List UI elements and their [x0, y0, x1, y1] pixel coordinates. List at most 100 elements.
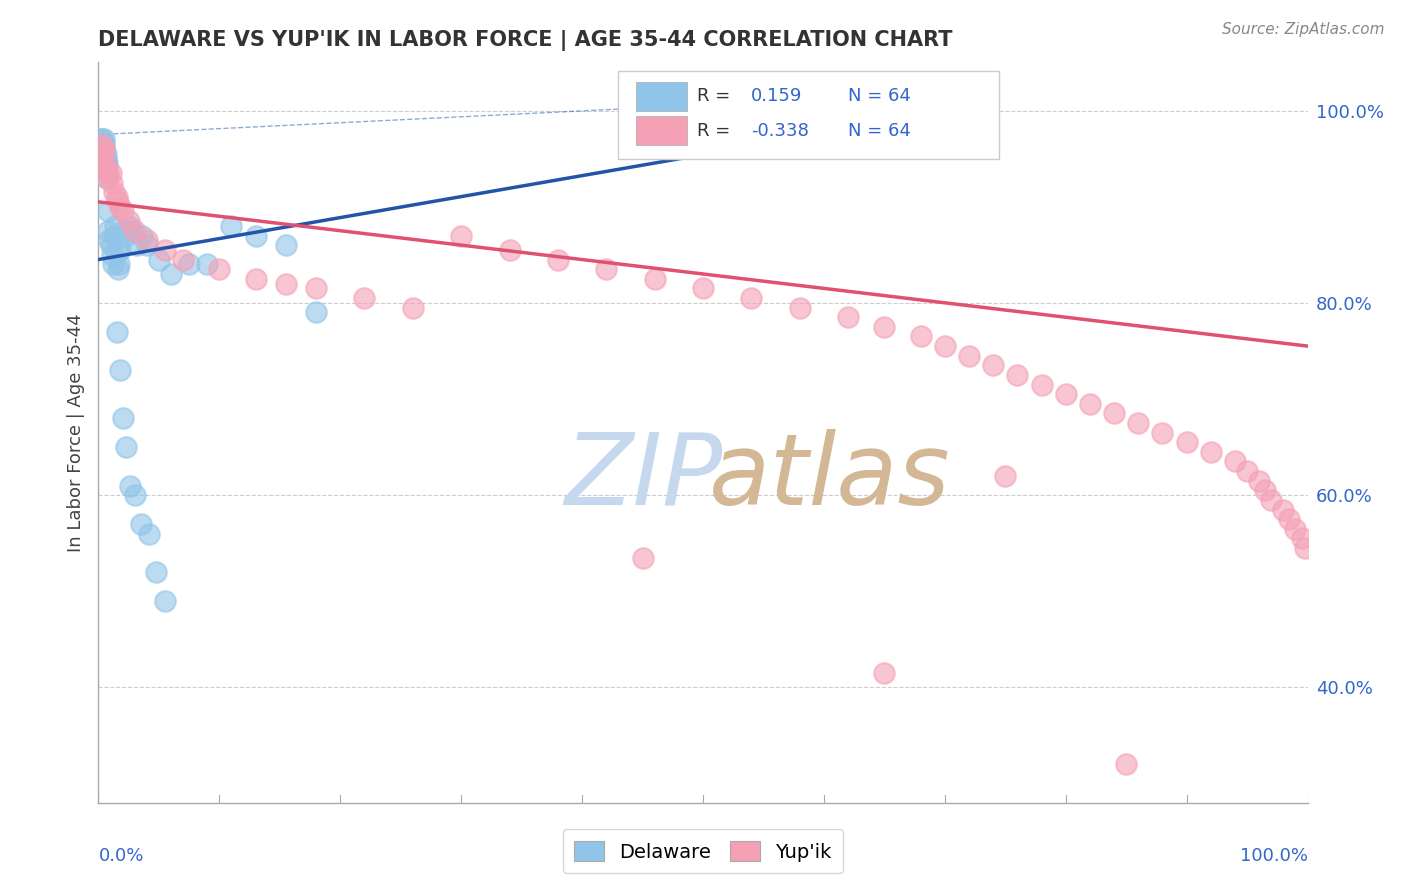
Point — [118, 214, 141, 228]
Point — [245, 272, 267, 286]
Text: R =: R = — [697, 87, 730, 104]
Point — [94, 146, 117, 161]
Text: N = 64: N = 64 — [848, 87, 911, 104]
Point — [274, 277, 297, 291]
Point — [91, 152, 114, 166]
Point — [96, 170, 118, 185]
Point — [160, 267, 183, 281]
Point — [873, 319, 896, 334]
Point — [1128, 416, 1150, 430]
Point — [547, 252, 569, 267]
Point — [692, 281, 714, 295]
Text: 0.0%: 0.0% — [98, 847, 143, 865]
Point — [1284, 522, 1306, 536]
Point — [90, 142, 112, 156]
Text: ZIP: ZIP — [564, 428, 723, 525]
Point — [91, 137, 114, 152]
Point — [93, 142, 115, 156]
Point — [129, 516, 152, 531]
Point — [450, 228, 472, 243]
Point — [1254, 483, 1277, 498]
Text: -0.338: -0.338 — [751, 121, 810, 139]
Point — [595, 262, 617, 277]
Point — [1260, 492, 1282, 507]
Point — [103, 228, 125, 243]
Point — [89, 142, 111, 156]
Point — [93, 132, 115, 146]
Point — [121, 224, 143, 238]
Point — [93, 152, 115, 166]
Point — [100, 176, 122, 190]
Point — [981, 359, 1004, 373]
Point — [90, 132, 112, 146]
Point — [740, 291, 762, 305]
Point — [837, 310, 859, 325]
Point — [111, 224, 134, 238]
Text: atlas: atlas — [709, 428, 950, 525]
Point — [96, 170, 118, 185]
Point — [195, 257, 218, 271]
Point — [114, 228, 136, 243]
Point — [103, 186, 125, 200]
Point — [91, 142, 114, 156]
Point — [353, 291, 375, 305]
Point — [245, 228, 267, 243]
Point — [873, 665, 896, 680]
Point — [108, 200, 131, 214]
Point — [145, 565, 167, 579]
Point — [124, 488, 146, 502]
Point — [934, 339, 956, 353]
Point — [91, 161, 114, 176]
Point — [91, 146, 114, 161]
Point — [135, 238, 157, 252]
Point — [90, 146, 112, 161]
Point — [1152, 425, 1174, 440]
Point — [115, 440, 138, 454]
Point — [94, 156, 117, 170]
Point — [111, 411, 134, 425]
Text: DELAWARE VS YUP'IK IN LABOR FORCE | AGE 35-44 CORRELATION CHART: DELAWARE VS YUP'IK IN LABOR FORCE | AGE … — [98, 29, 953, 51]
Point — [179, 257, 201, 271]
Legend: Delaware, Yup'ik: Delaware, Yup'ik — [562, 830, 844, 873]
Point — [957, 349, 980, 363]
Point — [93, 137, 115, 152]
Point — [96, 156, 118, 170]
Point — [107, 262, 129, 277]
FancyBboxPatch shape — [637, 82, 688, 111]
Point — [90, 137, 112, 152]
Point — [498, 243, 520, 257]
Point — [1102, 406, 1125, 420]
Point — [97, 224, 120, 238]
Point — [104, 219, 127, 233]
Point — [1031, 377, 1053, 392]
Point — [1078, 397, 1101, 411]
Point — [910, 329, 932, 343]
Y-axis label: In Labor Force | Age 35-44: In Labor Force | Age 35-44 — [66, 313, 84, 552]
Text: R =: R = — [697, 121, 730, 139]
Point — [93, 156, 115, 170]
Point — [94, 161, 117, 176]
Point — [148, 252, 170, 267]
Point — [124, 224, 146, 238]
Point — [96, 161, 118, 176]
Text: 100.0%: 100.0% — [1240, 847, 1308, 865]
Point — [118, 478, 141, 492]
Point — [221, 219, 243, 233]
Text: Source: ZipAtlas.com: Source: ZipAtlas.com — [1222, 22, 1385, 37]
Point — [105, 325, 128, 339]
Point — [94, 152, 117, 166]
Point — [1199, 445, 1222, 459]
Point — [107, 194, 129, 209]
Point — [131, 228, 153, 243]
Point — [153, 243, 176, 257]
Point — [97, 204, 120, 219]
Point — [97, 166, 120, 180]
Point — [91, 132, 114, 146]
Point — [91, 146, 114, 161]
Point — [100, 248, 122, 262]
Point — [138, 526, 160, 541]
Point — [100, 166, 122, 180]
FancyBboxPatch shape — [637, 117, 688, 145]
Text: N = 64: N = 64 — [848, 121, 911, 139]
Point — [90, 137, 112, 152]
